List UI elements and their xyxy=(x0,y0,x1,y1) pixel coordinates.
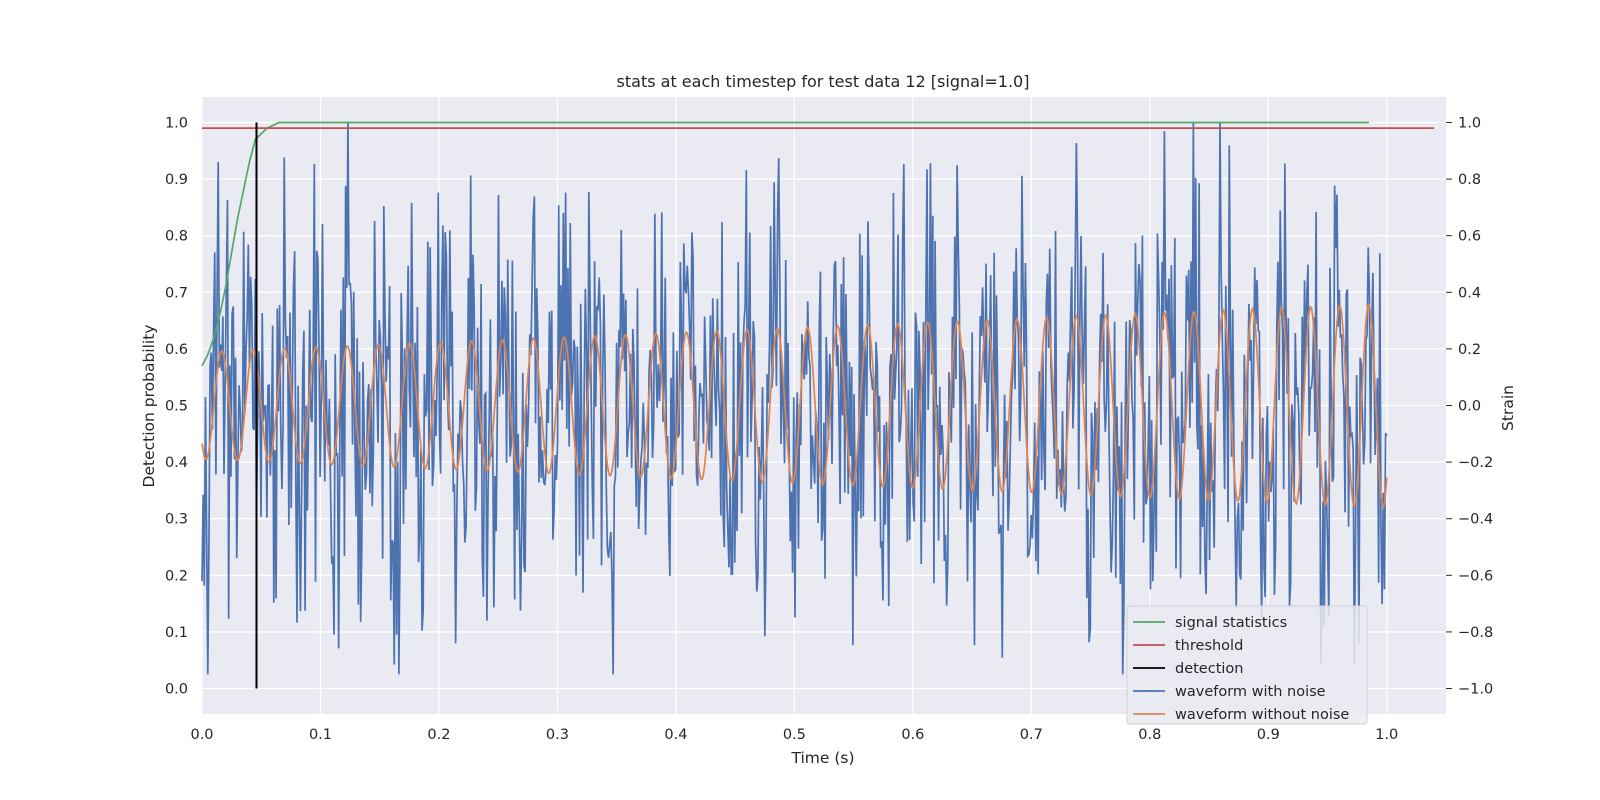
x-tick-label: 0.9 xyxy=(1257,727,1280,743)
x-tick-label: 0.3 xyxy=(546,727,569,743)
x-tick-label: 0.7 xyxy=(1020,727,1043,743)
y-tick-label: 0.1 xyxy=(165,625,188,641)
x-tick-label: 0.2 xyxy=(427,727,450,743)
y2-tick-label: −0.2 xyxy=(1458,455,1493,471)
y-tick-label: 0.2 xyxy=(165,568,188,584)
y-tick-label: 0.0 xyxy=(165,682,188,698)
y-tick-label: 0.5 xyxy=(165,399,188,415)
x-tick-label: 0.5 xyxy=(783,727,806,743)
y-tick-label: 0.7 xyxy=(165,285,188,301)
chart-title: stats at each timestep for test data 12 … xyxy=(617,72,1030,91)
y-tick-label: 0.3 xyxy=(165,512,188,528)
y2-axis-ticks: −1.0 −0.8 −0.6 −0.4 −0.2 0.0 0.2 0.4 0.6 0.8 1.0 xyxy=(1446,115,1493,698)
x-axis-label: Time (s) xyxy=(790,749,854,767)
y-tick-label: 0.9 xyxy=(165,172,188,188)
series-signal-statistics xyxy=(201,121,1369,367)
y2-tick-label: 0.2 xyxy=(1458,342,1481,358)
y-axis-ticks: 0.0 0.1 0.2 0.3 0.4 0.5 0.6 0.7 0.8 0.9 1.0 xyxy=(165,115,188,697)
y2-axis-label: Strain xyxy=(1499,385,1517,431)
y2-tick-label: 0.8 xyxy=(1458,172,1481,188)
x-tick-label: 0.4 xyxy=(664,727,687,743)
x-tick-label: 0.1 xyxy=(309,727,332,743)
legend: signal statistics threshold detection wavef… xyxy=(1126,605,1368,725)
y-tick-label: 0.4 xyxy=(165,455,188,471)
x-tick-label: 0.8 xyxy=(1138,727,1161,743)
x-tick-label: 0.0 xyxy=(190,727,213,743)
x-tick-label: 1.0 xyxy=(1375,727,1398,743)
y2-tick-label: −1.0 xyxy=(1458,682,1493,698)
y-axis-label: Detection probability xyxy=(140,325,158,488)
x-tick-label: 0.6 xyxy=(901,727,924,743)
y2-tick-label: 1.0 xyxy=(1458,115,1481,131)
legend-box xyxy=(1126,605,1368,725)
legend-label: waveform without noise xyxy=(1175,707,1349,723)
y2-tick-label: 0.4 xyxy=(1458,285,1481,301)
y2-tick-label: 0.6 xyxy=(1458,229,1481,245)
y-tick-label: 1.0 xyxy=(165,115,188,131)
series-waveform-without-noise xyxy=(201,303,1388,510)
legend-label: waveform with noise xyxy=(1175,684,1326,700)
y2-tick-label: −0.8 xyxy=(1458,625,1493,641)
legend-label: detection xyxy=(1175,661,1243,677)
legend-label: threshold xyxy=(1175,638,1243,654)
y-tick-label: 0.6 xyxy=(165,342,188,358)
y2-tick-label: −0.6 xyxy=(1458,568,1493,584)
y-tick-label: 0.8 xyxy=(165,229,188,245)
series-layer xyxy=(201,121,1435,689)
y2-tick-label: 0.0 xyxy=(1458,399,1481,415)
x-axis-ticks: 0.0 0.1 0.2 0.3 0.4 0.5 0.6 0.7 0.8 0.9 1.0 xyxy=(190,727,1398,743)
y2-tick-label: −0.4 xyxy=(1458,512,1493,528)
legend-label: signal statistics xyxy=(1175,615,1287,631)
